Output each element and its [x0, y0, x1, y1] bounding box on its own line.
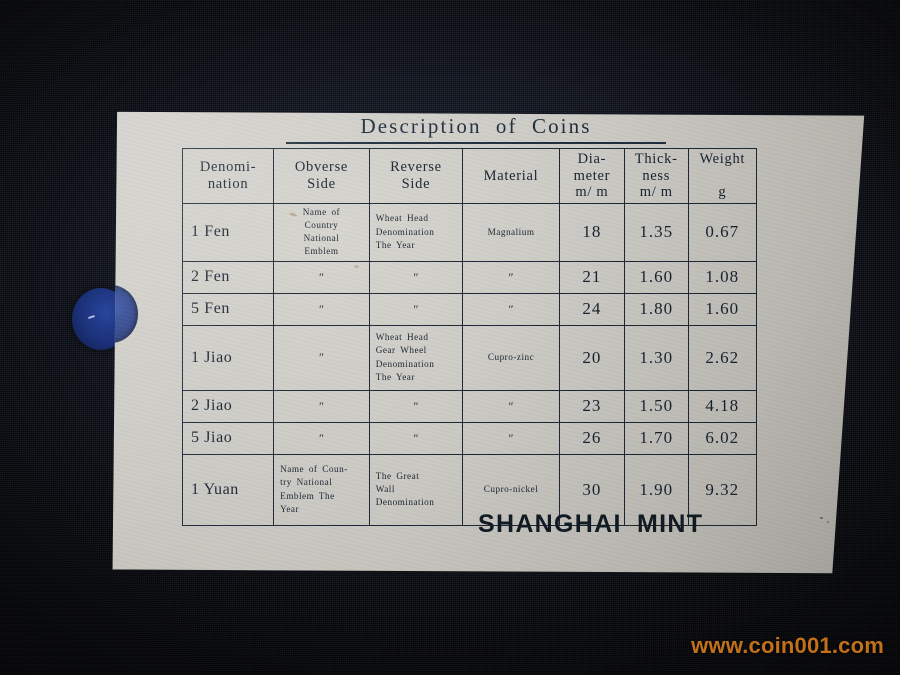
cell-thickness: 1.60 — [623, 260, 689, 294]
column-header-reverse-side: Reverse Side — [368, 148, 464, 204]
cell-weight: 0.67 — [687, 202, 758, 262]
cell-denomination: 5 Jiao — [181, 421, 275, 455]
cell-diameter: 18 — [558, 202, 625, 262]
cell-weight: 1.60 — [687, 292, 758, 326]
header-line-2: nation — [207, 175, 249, 192]
column-header-obverse-side: Obverse Side — [273, 148, 370, 204]
header-line-3: g — [718, 184, 727, 201]
cell-denomination: 2 Fen — [181, 260, 275, 294]
table-row: 2 Jiao ″ ″ ″ 23 1.50 4.18 — [181, 389, 758, 423]
cell-thickness: 1.50 — [623, 389, 689, 423]
cell-thickness: 1.30 — [623, 324, 689, 391]
cell-obverse: ″ — [273, 292, 370, 326]
paper-speck — [820, 517, 823, 519]
title-underline — [286, 142, 666, 144]
cell-reverse: Wheat Head Gear Wheel Denomination The Year — [368, 324, 464, 391]
cell-diameter: 21 — [558, 260, 625, 294]
cell-denomination: 1 Fen — [181, 202, 275, 262]
cell-obverse: Name of Country National Emblem — [273, 202, 370, 262]
site-watermark: www.coin001.com — [691, 633, 884, 658]
column-header-denomination: Denomi- nation — [181, 148, 275, 204]
column-header-thickness: Thick- ness m/ m — [623, 148, 689, 204]
cell-denomination: 5 Fen — [181, 292, 275, 326]
table-header: Denomi- nation Obverse Side Reverse Side… — [181, 148, 758, 204]
paper-speck — [827, 521, 829, 523]
header-line-2: ness — [642, 167, 671, 184]
cell-material: Cupro-zinc — [462, 324, 560, 391]
cell-denomination: 1 Yuan — [181, 453, 275, 526]
cell-material: ″ — [462, 292, 560, 326]
cell-weight: 9.32 — [687, 453, 758, 526]
cell-weight: 1.08 — [687, 260, 758, 294]
cell-reverse: ″ — [368, 389, 464, 423]
header-line-1: Obverse — [294, 159, 349, 176]
header-line-2: Side — [401, 175, 431, 192]
table-row: 1 Fen Name of Country National Emblem Wheat… — [181, 202, 758, 262]
card-title-block: Description of Coins — [196, 114, 756, 144]
cell-reverse: ″ — [368, 421, 464, 455]
cell-weight: 6.02 — [687, 421, 758, 455]
cell-reverse: The Great Wall Denomination — [368, 453, 464, 526]
cell-obverse: ″ — [273, 421, 370, 455]
cell-thickness: 1.35 — [623, 202, 689, 262]
cell-material: ″ — [462, 421, 560, 455]
mint-name: SHANGHAI MINT — [478, 510, 704, 538]
coin-set-insert-card: Description of Coins Denomi- nation Obve… — [112, 111, 865, 574]
cell-thickness: 1.90 — [623, 453, 689, 526]
cell-thickness: 1.70 — [623, 421, 689, 455]
header-line-1: Material — [483, 167, 539, 184]
cell-diameter: 30 — [558, 453, 625, 526]
table-row: 2 Fen ″ ″ ″ 21 1.60 1.08 — [181, 260, 758, 294]
header-line-1: Denomi- — [199, 159, 257, 176]
header-line-1: Dia- — [577, 151, 607, 167]
table-row: 1 Jiao ″ Wheat Head Gear Wheel Denominatio… — [181, 324, 758, 391]
table-row: 5 Fen ″ ″ ″ 24 1.80 1.60 — [181, 292, 758, 326]
header-line-3: m/ m — [575, 184, 609, 201]
cell-obverse: ″ — [273, 260, 370, 294]
cell-diameter: 20 — [558, 324, 625, 391]
table-header-row: Denomi- nation Obverse Side Reverse Side… — [181, 148, 758, 204]
cell-material: ″ — [462, 389, 560, 423]
cell-diameter: 26 — [558, 421, 625, 455]
header-line-2: Side — [307, 175, 336, 192]
table-row: 1 Yuan Name of Coun-try National Emblem T… — [181, 453, 758, 526]
column-header-weight: Weight g — [687, 148, 758, 204]
header-line-3: m/ m — [639, 184, 673, 201]
cell-reverse: ″ — [368, 292, 464, 326]
cell-weight: 4.18 — [687, 389, 758, 423]
cell-obverse: ″ — [273, 389, 370, 423]
cell-material: Magnalium — [462, 202, 560, 262]
header-line-1: Thick- — [634, 151, 678, 167]
table-body: 1 Fen Name of Country National Emblem Wheat… — [181, 202, 758, 526]
cell-weight: 2.62 — [687, 324, 758, 391]
cell-denomination: 1 Jiao — [181, 324, 275, 391]
column-header-material: Material — [462, 148, 560, 204]
table-row: 5 Jiao ″ ″ ″ 26 1.70 6.02 — [181, 421, 758, 455]
header-line-1: Reverse — [390, 159, 442, 176]
cell-material: ″ — [462, 260, 560, 294]
sleeve-highlight — [87, 314, 96, 320]
cell-thickness: 1.80 — [623, 292, 689, 326]
page-title: Description of Coins — [360, 114, 592, 138]
cell-reverse: Wheat Head Denomination The Year — [368, 202, 464, 262]
coin-specifications-table: Denomi- nation Obverse Side Reverse Side… — [181, 148, 758, 526]
header-line-2: meter — [573, 167, 611, 184]
cell-denomination: 2 Jiao — [181, 389, 275, 423]
paper-speck — [354, 265, 359, 268]
cell-diameter: 24 — [558, 292, 625, 326]
cell-obverse: Name of Coun-try National Emblem The Year — [273, 453, 370, 526]
cell-obverse: ″ — [273, 324, 370, 391]
cell-reverse: ″ — [368, 260, 464, 294]
cell-material: Cupro-nickel — [462, 453, 560, 526]
cell-diameter: 23 — [558, 389, 625, 423]
column-header-diameter: Dia- meter m/ m — [558, 148, 625, 204]
header-line-1: Weight — [699, 151, 746, 167]
